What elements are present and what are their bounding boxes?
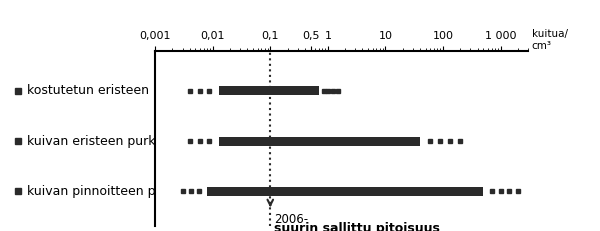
Bar: [207, 187, 483, 196]
Text: 2006-: 2006-: [274, 213, 308, 226]
Text: kostutetun eristeen purku: kostutetun eristeen purku: [27, 85, 188, 97]
Bar: [219, 86, 319, 95]
Text: kuitua/
cm³: kuitua/ cm³: [532, 29, 568, 51]
Text: kuivan eristeen purku: kuivan eristeen purku: [27, 135, 163, 148]
Bar: [219, 137, 420, 146]
Text: suurin sallittu pitoisuus: suurin sallittu pitoisuus: [274, 222, 440, 231]
Text: kuivan pinnoitteen purku: kuivan pinnoitteen purku: [27, 185, 183, 198]
